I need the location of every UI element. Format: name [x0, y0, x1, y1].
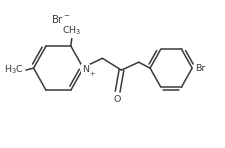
Text: Br: Br: [194, 64, 205, 73]
Text: CH$_3$: CH$_3$: [62, 24, 81, 37]
Text: N: N: [81, 65, 88, 74]
Text: +: +: [89, 71, 94, 77]
Text: O: O: [113, 95, 121, 104]
Text: H$_3$C: H$_3$C: [4, 64, 24, 76]
Text: Br$^-$: Br$^-$: [51, 13, 71, 25]
